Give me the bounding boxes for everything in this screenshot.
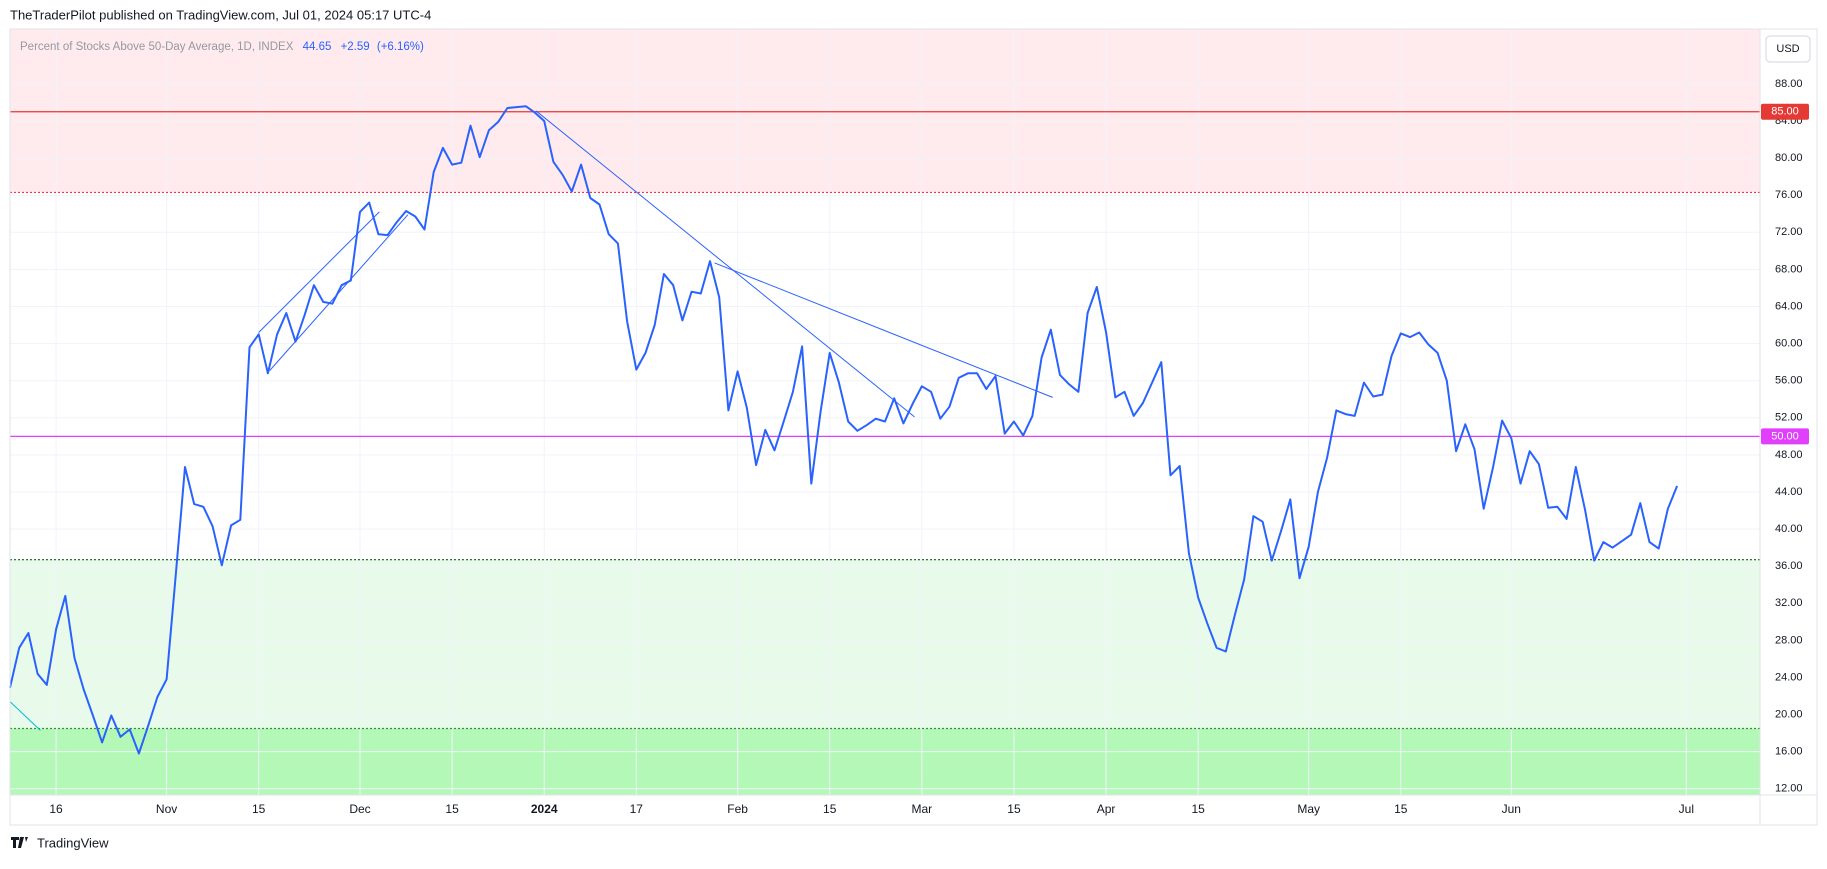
y-tick-label: 52.00 [1775,412,1803,424]
y-tick-label: 56.00 [1775,375,1803,387]
zone [10,29,1760,193]
x-tick-label: 17 [630,802,644,816]
level-price-label: 85.00 [1771,106,1799,118]
data-line [9,105,1679,755]
zone [10,728,1760,795]
x-tick-label: Mar [912,802,933,816]
y-tick-label: 60.00 [1775,338,1803,350]
brand-name: TradingView [37,835,109,850]
zone [10,559,1760,729]
y-tick-label: 24.00 [1775,671,1803,683]
brand-logo [11,837,28,848]
x-tick-label: Nov [156,802,177,816]
x-tick-label: 16 [49,802,63,816]
legend-name: Percent of Stocks Above 50-Day Average, … [20,41,294,53]
currency-button[interactable] [1765,35,1811,63]
currency-label[interactable]: USD [1776,43,1799,55]
level-price-box [1761,428,1809,445]
y-tick-label: 80.00 [1775,152,1803,164]
chart-frame [9,28,1818,826]
y-tick-label: 36.00 [1775,560,1803,572]
publisher-line: TheTraderPilot published on TradingView.… [10,7,431,22]
x-tick-label: 15 [445,802,459,816]
legend-change: +2.59 [341,41,370,53]
y-tick-label: 76.00 [1775,189,1803,201]
legend: Percent of Stocks Above 50-Day Average, … [20,41,424,53]
trend-line [9,701,41,731]
x-tick-label: May [1297,802,1320,816]
x-tick-label: Apr [1097,802,1116,816]
x-tick-label: Dec [349,802,370,816]
x-tick-label: 15 [252,802,266,816]
x-tick-label: 15 [1394,802,1408,816]
y-tick-label: 16.00 [1775,746,1803,758]
trend-line [535,110,915,418]
y-tick-label: 68.00 [1775,263,1803,275]
x-tick-label: Jun [1502,802,1521,816]
x-tick-label: 2024 [531,802,558,816]
y-tick-label: 88.00 [1775,78,1803,90]
y-tick-label: 72.00 [1775,226,1803,238]
y-tick-label: 32.00 [1775,597,1803,609]
y-tick-label: 40.00 [1775,523,1803,535]
x-tick-label: Feb [727,802,748,816]
x-tick-label: Jul [1679,802,1694,816]
trend-line [714,262,1053,398]
y-tick-label: 12.00 [1775,783,1803,795]
y-tick-label: 20.00 [1775,708,1803,720]
x-tick-label: 15 [1007,802,1021,816]
y-tick-label: 48.00 [1775,449,1803,461]
level-price-box [1761,103,1809,120]
x-tick-label: 15 [823,802,837,816]
trend-line [258,211,380,333]
y-tick-label: 44.00 [1775,486,1803,498]
y-tick-label: 28.00 [1775,634,1803,646]
legend-change-percent: (+6.16%) [377,41,424,53]
x-tick-label: 15 [1191,802,1205,816]
y-tick-label: 64.00 [1775,300,1803,312]
legend-last: 44.65 [303,41,332,53]
level-price-label: 50.00 [1771,430,1799,442]
